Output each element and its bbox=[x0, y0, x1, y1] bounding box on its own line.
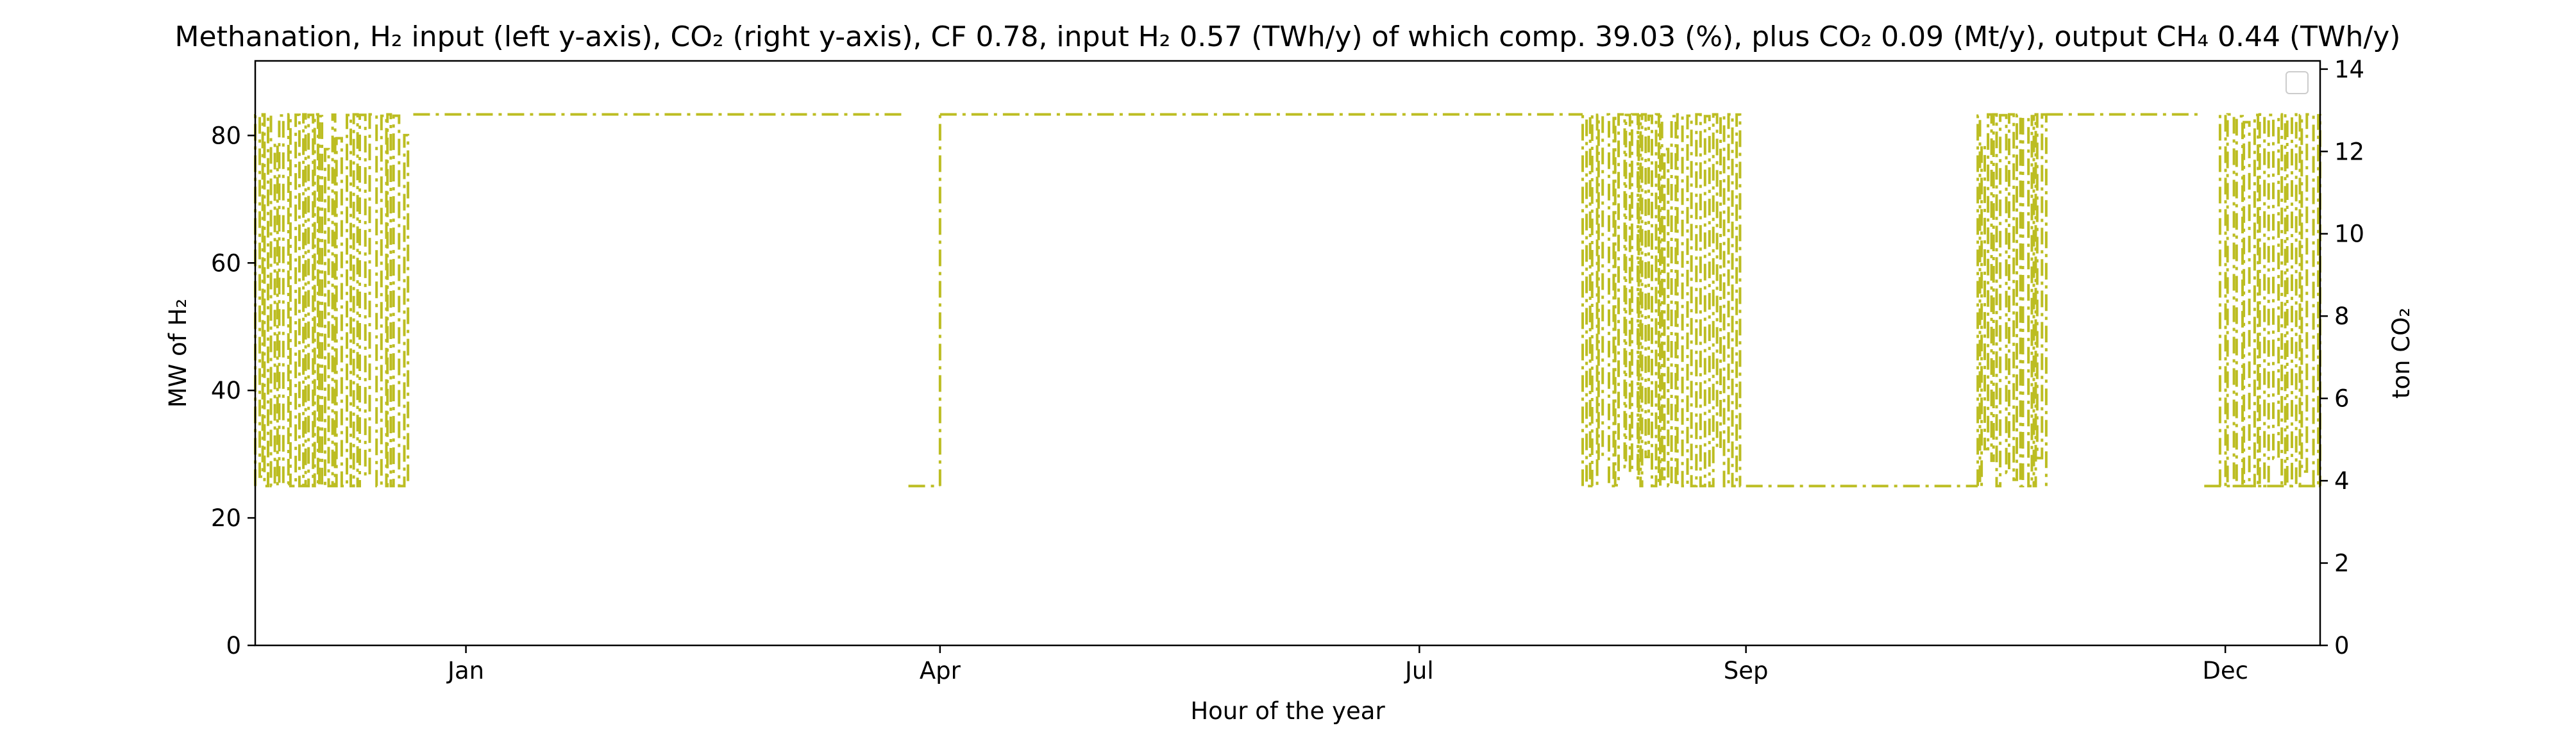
y-right-tick-label: 8 bbox=[2334, 303, 2350, 330]
plot-frame bbox=[254, 60, 2321, 647]
y-axis-label-right: ton CO₂ bbox=[2387, 308, 2415, 399]
series-oscillating-region bbox=[2218, 113, 2321, 488]
series-oscillating-region bbox=[254, 113, 410, 488]
y-left-tick-label: 20 bbox=[211, 504, 241, 532]
x-tick-label: Apr bbox=[920, 657, 961, 684]
chart-title: Methanation, H₂ input (left y-axis), CO₂… bbox=[175, 21, 2401, 53]
x-tick-label: Dec bbox=[2202, 657, 2248, 684]
y-left-tick-label: 40 bbox=[211, 377, 241, 404]
y-axis-label-left: MW of H₂ bbox=[164, 299, 192, 408]
y-right-tick-label: 10 bbox=[2334, 220, 2364, 248]
y-right-tick-label: 14 bbox=[2334, 56, 2364, 83]
y-right-tick-label: 6 bbox=[2334, 385, 2350, 413]
x-axis: Jan Apr Jul Sep Dec bbox=[446, 645, 2248, 684]
y-left-tick-label: 80 bbox=[211, 122, 241, 149]
series-oscillating-region bbox=[1581, 113, 1742, 488]
y-axis-left: 0 20 40 60 80 bbox=[211, 122, 255, 659]
data-layer bbox=[254, 113, 2321, 488]
y-left-tick-label: 0 bbox=[226, 632, 241, 659]
x-tick-label: Jul bbox=[1404, 657, 1434, 684]
y-right-tick-label: 0 bbox=[2334, 632, 2350, 659]
y-right-tick-label: 4 bbox=[2334, 467, 2350, 495]
x-axis-label: Hour of the year bbox=[1190, 697, 1385, 725]
x-tick-label: Jan bbox=[446, 657, 484, 684]
y-left-tick-label: 60 bbox=[211, 249, 241, 277]
x-tick-label: Sep bbox=[1724, 657, 1769, 684]
series-oscillating-region bbox=[1976, 113, 2048, 488]
y-axis-right: 0 2 4 6 8 10 12 14 bbox=[2320, 56, 2364, 659]
y-right-tick-label: 2 bbox=[2334, 550, 2350, 577]
y-right-tick-label: 12 bbox=[2334, 138, 2364, 165]
legend-box bbox=[2286, 71, 2309, 94]
